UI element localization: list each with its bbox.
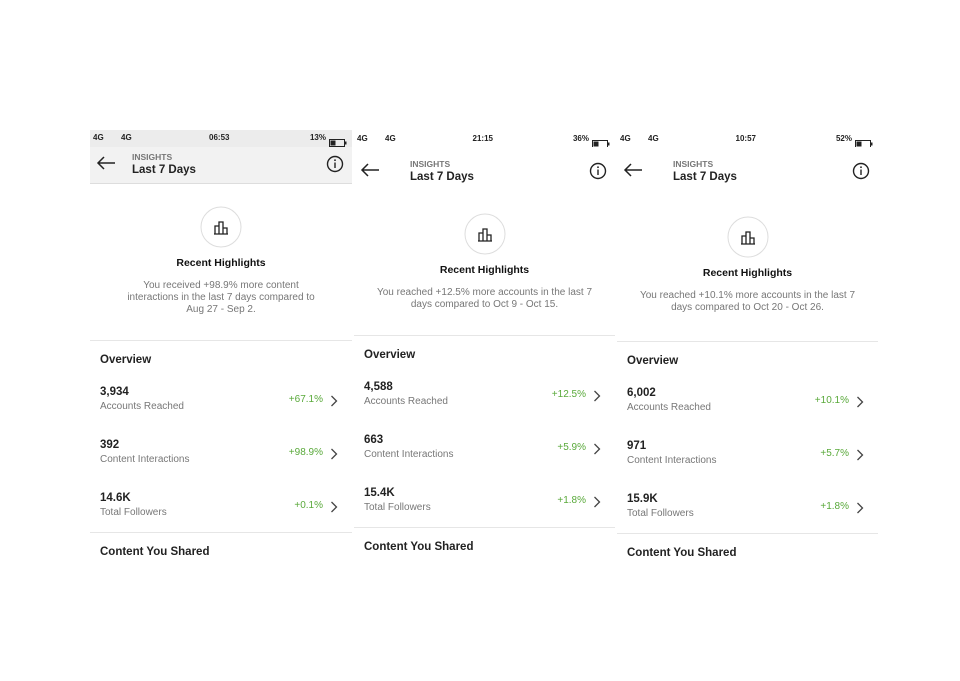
metric-label: Accounts Reached bbox=[627, 402, 711, 413]
battery-level: 36% bbox=[572, 134, 589, 143]
metric-change: +67.1% bbox=[288, 394, 323, 405]
metric-value: 4,588 bbox=[364, 381, 393, 393]
network-label: 4G bbox=[357, 134, 368, 143]
metric-change: +1.8% bbox=[820, 501, 849, 512]
highlights-text: You reached +10.1% more accounts in the … bbox=[639, 290, 856, 313]
network-label: 4G bbox=[620, 134, 631, 143]
header-section: INSIGHTS bbox=[132, 152, 173, 162]
metric-label: Accounts Reached bbox=[364, 396, 448, 407]
battery-level: 52% bbox=[835, 134, 852, 143]
phone-screen: 4G 4G 10:57 52% INSIGHTS Last 7 Days Recent Hi… bbox=[617, 130, 878, 567]
metric-value: 6,002 bbox=[627, 387, 656, 399]
header-section: INSIGHTS bbox=[410, 159, 451, 169]
back-button[interactable] bbox=[360, 163, 380, 182]
battery-level: 13% bbox=[309, 133, 326, 142]
header bbox=[354, 147, 615, 191]
metric-change: +12.5% bbox=[551, 389, 586, 400]
chevron bbox=[330, 447, 338, 465]
highlights-icon bbox=[464, 213, 506, 260]
overview-title: Overview bbox=[364, 349, 416, 361]
chevron bbox=[330, 500, 338, 518]
header-title: Last 7 Days bbox=[132, 164, 196, 176]
metric-value: 15.4K bbox=[364, 487, 395, 499]
metric-change: +1.8% bbox=[557, 495, 586, 506]
status-time: 06:53 bbox=[209, 133, 230, 142]
highlights-text: You reached +12.5% more accounts in the … bbox=[376, 287, 593, 310]
chevron bbox=[330, 394, 338, 412]
info-button[interactable] bbox=[326, 155, 344, 178]
overview-title: Overview bbox=[100, 354, 152, 366]
metric-change: +0.1% bbox=[294, 500, 323, 511]
phone-screen: 4G 4G 06:53 13% INSIGHTS Last 7 Days Recent Hi… bbox=[90, 130, 352, 566]
divider bbox=[90, 340, 352, 341]
back-button[interactable] bbox=[623, 163, 643, 182]
metric-change: +10.1% bbox=[814, 395, 849, 406]
info-button[interactable] bbox=[589, 162, 607, 185]
metric-label: Content Interactions bbox=[627, 455, 717, 466]
network-label: 4G bbox=[385, 134, 396, 143]
metric-label: Total Followers bbox=[364, 502, 431, 513]
battery-icon bbox=[329, 134, 347, 152]
network-label: 4G bbox=[93, 133, 104, 142]
chevron bbox=[593, 495, 601, 513]
chevron bbox=[593, 389, 601, 407]
divider bbox=[90, 532, 352, 533]
metric-label: Accounts Reached bbox=[100, 401, 184, 412]
divider bbox=[354, 335, 615, 336]
metric-value: 663 bbox=[364, 434, 384, 446]
highlights-title: Recent Highlights bbox=[702, 267, 793, 279]
header-title: Last 7 Days bbox=[673, 171, 737, 183]
status-time: 10:57 bbox=[735, 134, 756, 143]
divider bbox=[354, 527, 615, 528]
header-title: Last 7 Days bbox=[410, 171, 474, 183]
header bbox=[90, 147, 352, 184]
network-label: 4G bbox=[648, 134, 659, 143]
content-shared-title: Content You Shared bbox=[100, 546, 210, 558]
metric-label: Content Interactions bbox=[100, 454, 190, 465]
highlights-icon bbox=[727, 216, 769, 263]
chevron bbox=[593, 442, 601, 460]
metric-change: +5.7% bbox=[820, 448, 849, 459]
info-button[interactable] bbox=[852, 162, 870, 185]
metric-label: Content Interactions bbox=[364, 449, 454, 460]
content-shared-title: Content You Shared bbox=[364, 541, 474, 553]
back-button[interactable] bbox=[96, 156, 116, 175]
metric-value: 971 bbox=[627, 440, 647, 452]
metric-label: Total Followers bbox=[627, 508, 694, 519]
divider bbox=[617, 533, 878, 534]
metric-value: 392 bbox=[100, 439, 120, 451]
metric-change: +5.9% bbox=[557, 442, 586, 453]
content-shared-title: Content You Shared bbox=[627, 547, 737, 559]
status-time: 21:15 bbox=[472, 134, 493, 143]
chevron bbox=[856, 395, 864, 413]
metric-label: Total Followers bbox=[100, 507, 167, 518]
header-section: INSIGHTS bbox=[673, 159, 714, 169]
overview-title: Overview bbox=[627, 355, 679, 367]
header bbox=[617, 147, 878, 191]
network-label: 4G bbox=[121, 133, 132, 142]
phone-screen: 4G 4G 21:15 36% INSIGHTS Last 7 Days Recent Hi… bbox=[354, 130, 615, 564]
metric-value: 15.9K bbox=[627, 493, 658, 505]
status-bar bbox=[617, 130, 878, 147]
divider bbox=[617, 341, 878, 342]
highlights-text: You received +98.9% more content interac… bbox=[127, 280, 315, 315]
metric-change: +98.9% bbox=[288, 447, 323, 458]
status-bar bbox=[90, 130, 352, 147]
chevron bbox=[856, 448, 864, 466]
metric-value: 3,934 bbox=[100, 386, 129, 398]
highlights-icon bbox=[200, 206, 242, 253]
chevron bbox=[856, 501, 864, 519]
highlights-title: Recent Highlights bbox=[176, 257, 266, 269]
highlights-title: Recent Highlights bbox=[439, 264, 530, 276]
metric-value: 14.6K bbox=[100, 492, 131, 504]
status-bar bbox=[354, 130, 615, 147]
